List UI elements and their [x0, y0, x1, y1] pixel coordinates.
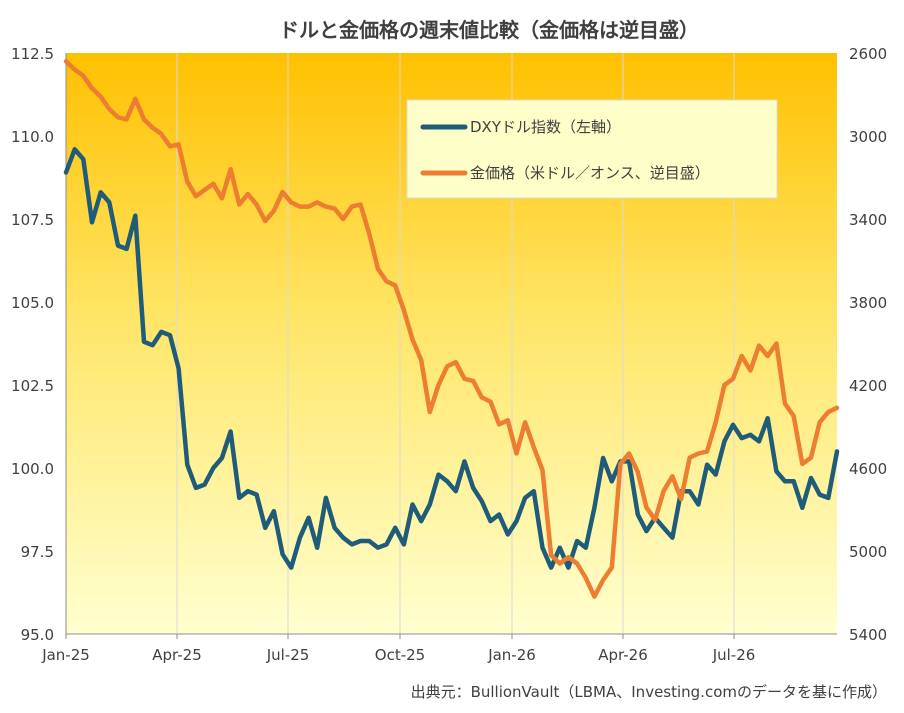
y-left-tick-label: 97.5: [21, 543, 54, 561]
y-left-tick-label: 112.5: [11, 45, 54, 63]
y-right-tick-label: 2600: [849, 45, 887, 63]
legend-label-gold: 金価格（米ドル／オンス、逆目盛）: [470, 164, 710, 182]
y-left-tick-label: 95.0: [21, 626, 54, 644]
x-tick-label: Apr-25: [152, 646, 202, 664]
source-note: 出典元：BullionVault（LBMA、Investing.comのデータを…: [411, 683, 887, 701]
series-line-gold: [63, 59, 840, 599]
x-tick-label: Jul-26: [712, 646, 756, 664]
x-tick-label: Jan-26: [487, 646, 536, 664]
legend-label-dxy: DXYドル指数（左軸）: [470, 118, 621, 136]
y-left-tick-label: 110.0: [11, 128, 54, 146]
y-right-tick-label: 5000: [849, 543, 887, 561]
series-group: [63, 59, 840, 599]
y-left-tick-label: 105.0: [11, 294, 54, 312]
y-right-tick-label: 3400: [849, 211, 887, 229]
y-left-tick-label: 102.5: [11, 377, 54, 395]
y-left-tick-label: 107.5: [11, 211, 54, 229]
legend: DXYドル指数（左軸） 金価格（米ドル／オンス、逆目盛）: [406, 99, 778, 199]
y-right-tick-label: 3800: [849, 294, 887, 312]
axes: Jan-25 Apr-25 Jul-25 Oct-25 Jan-26 Apr-26 Jul-…: [11, 45, 887, 664]
y-right-tick-label: 5400: [849, 626, 887, 644]
legend-box: [406, 99, 778, 199]
chart-title: ドルと金価格の週末値比較（金価格は逆目盛）: [279, 18, 699, 42]
x-tick-label: Oct-25: [375, 646, 425, 664]
y-right-tick-label: 3000: [849, 128, 887, 146]
x-tick-label: Jul-25: [266, 646, 310, 664]
y-left-tick-label: 100.0: [11, 460, 54, 478]
x-tick-label: Jan-25: [41, 646, 90, 664]
y-right-tick-label: 4600: [849, 460, 887, 478]
x-tick-label: Apr-26: [598, 646, 648, 664]
y-right-tick-label: 4200: [849, 377, 887, 395]
series-line-dxy: [63, 147, 840, 570]
